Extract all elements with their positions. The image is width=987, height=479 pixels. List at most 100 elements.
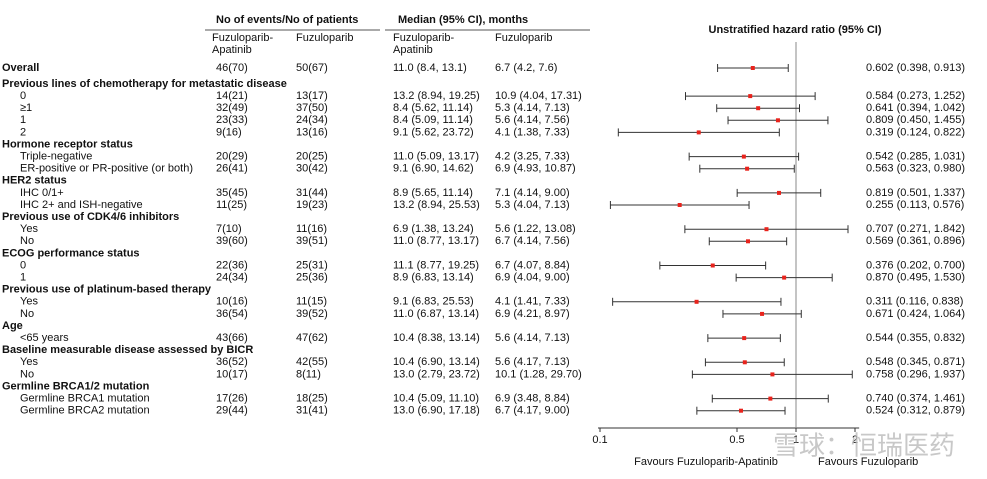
median-mono: 10.9 (4.04, 17.31) [495, 90, 582, 102]
hr-point [768, 396, 773, 401]
events-combo: 36(54) [216, 308, 248, 320]
x-tick-label: 0.5 [729, 434, 744, 446]
events-combo: 11(25) [216, 199, 247, 211]
row-label: ER-positive or PR-positive (or both) [20, 163, 193, 175]
hr-point [760, 311, 765, 316]
median-combo: 10.4 (6.90, 13.14) [393, 356, 480, 368]
hr-label: 0.819 (0.501, 1.337) [866, 187, 965, 199]
row-label: Germline BRCA1 mutation [20, 393, 150, 405]
group-title: Overall [2, 62, 39, 74]
hr-header: Unstratified hazard ratio (95% CI) [709, 24, 882, 36]
group-title: HER2 status [2, 175, 67, 187]
combo-header: Fuzuloparib- [212, 32, 273, 44]
events-combo: 7(10) [216, 223, 242, 235]
hr-label: 0.641 (0.394, 1.042) [866, 102, 965, 114]
events-combo: 22(36) [216, 259, 248, 271]
hr-point [782, 275, 787, 280]
hr-label: 0.809 (0.450, 1.455) [866, 114, 965, 126]
row-label: ≥1 [20, 102, 32, 114]
row-label: Triple-negative [20, 151, 92, 163]
events-mono: 47(62) [296, 332, 328, 344]
events-combo: 26(41) [216, 163, 248, 175]
median-mono: 6.9 (4.93, 10.87) [495, 163, 576, 175]
events-mono: 24(34) [296, 114, 328, 126]
hr-label: 0.758 (0.296, 1.937) [866, 368, 965, 380]
group-title: Baseline measurable disease assessed by … [2, 344, 253, 356]
events-mono: 19(23) [296, 199, 328, 211]
median-combo: 10.4 (8.38, 13.14) [393, 332, 480, 344]
row-label: IHC 0/1+ [20, 187, 64, 199]
x-tick-label: 1 [793, 434, 799, 446]
median-mono: 6.9 (3.48, 8.84) [495, 393, 570, 405]
events-combo: 35(45) [216, 187, 248, 199]
events-mono: 37(50) [296, 102, 328, 114]
row-label: IHC 2+ and ISH-negative [20, 199, 143, 211]
events-combo: 43(66) [216, 332, 248, 344]
events-combo: 29(44) [216, 405, 248, 417]
combo-header: Apatinib [393, 44, 433, 56]
row-label: 0 [20, 90, 26, 102]
hr-point [745, 166, 750, 171]
row-label: No [20, 368, 34, 380]
median-mono: 7.1 (4.14, 9.00) [495, 187, 570, 199]
median-mono: 6.9 (4.21, 8.97) [495, 308, 570, 320]
row-label: Yes [20, 223, 38, 235]
hr-label: 0.544 (0.355, 0.832) [866, 332, 965, 344]
median-mono: 5.6 (4.14, 7.56) [495, 114, 570, 126]
median-mono: 5.3 (4.14, 7.13) [495, 102, 570, 114]
events-combo: 24(34) [216, 272, 248, 284]
row-label: 0 [20, 259, 26, 271]
hr-point [750, 66, 755, 70]
row-label: No [20, 308, 34, 320]
hr-label: 0.870 (0.495, 1.530) [866, 272, 965, 284]
hr-point [756, 106, 761, 111]
events-mono: 18(25) [296, 393, 328, 405]
group-title: Hormone receptor status [2, 138, 133, 150]
median-combo: 9.1 (5.62, 23.72) [393, 126, 474, 138]
events-combo: 46(70) [216, 62, 248, 74]
hr-label: 0.584 (0.273, 1.252) [866, 90, 965, 102]
events-mono: 39(52) [296, 308, 328, 320]
hr-label: 0.740 (0.374, 1.461) [866, 393, 965, 405]
group-title: Previous use of platinum-based therapy [2, 284, 212, 296]
median-combo: 8.9 (6.83, 13.14) [393, 272, 474, 284]
events-combo: 20(29) [216, 151, 248, 163]
group-title: Age [2, 320, 23, 332]
events-mono: 13(17) [296, 90, 328, 102]
hr-point [742, 336, 747, 341]
mono-header: Fuzuloparib [495, 32, 552, 44]
median-combo: 11.0 (8.77, 13.17) [393, 235, 479, 247]
events-combo: 36(52) [216, 356, 248, 368]
events-mono: 31(44) [296, 187, 328, 199]
median-combo: 9.1 (6.83, 25.53) [393, 296, 474, 308]
events-mono: 25(36) [296, 272, 328, 284]
median-combo: 13.0 (6.90, 17.18) [393, 405, 480, 417]
median-combo: 11.1 (8.77, 19.25) [393, 259, 479, 271]
median-mono: 4.2 (3.25, 7.33) [495, 151, 570, 163]
group-title: ECOG performance status [2, 247, 140, 259]
median-mono: 6.7 (4.2, 7.6) [495, 62, 557, 74]
median-combo: 13.0 (2.79, 23.72) [393, 368, 480, 380]
hr-label: 0.602 (0.398, 0.913) [866, 62, 965, 74]
median-combo: 10.4 (5.09, 11.10) [393, 393, 479, 405]
median-combo: 11.0 (6.87, 13.14) [393, 308, 479, 320]
median-combo: 8.4 (5.62, 11.14) [393, 102, 473, 114]
median-mono: 5.3 (4.04, 7.13) [495, 199, 570, 211]
hr-point [741, 154, 746, 159]
row-label: Yes [20, 356, 38, 368]
combo-header: Apatinib [212, 44, 252, 56]
hr-label: 0.707 (0.271, 1.842) [866, 223, 965, 235]
hr-point [710, 263, 715, 268]
row-label: <65 years [20, 332, 69, 344]
hr-label: 0.311 (0.116, 0.838) [866, 296, 963, 308]
hr-point [777, 190, 782, 195]
events-header: No of events/No of patients [216, 14, 358, 26]
median-combo: 9.1 (6.90, 14.62) [393, 163, 474, 175]
x-tick-label: 2 [852, 434, 858, 446]
hr-label: 0.255 (0.113, 0.576) [866, 199, 964, 211]
median-combo: 13.2 (8.94, 25.53) [393, 199, 480, 211]
x-label-left: Favours Fuzuloparib-Apatinib [634, 456, 778, 468]
events-mono: 25(31) [296, 259, 328, 271]
events-mono: 31(41) [296, 405, 328, 417]
